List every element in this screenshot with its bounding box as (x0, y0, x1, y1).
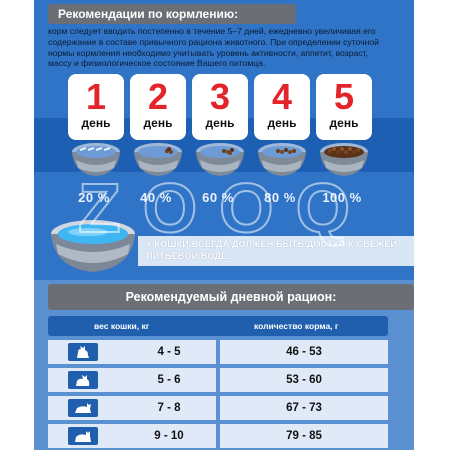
step-number: 1 (85, 76, 107, 117)
weight-cell: 4 - 5 (48, 340, 216, 364)
weight-cell: 7 - 8 (48, 396, 216, 420)
food-bowl-icon (72, 143, 120, 176)
food-bowl-icon (258, 143, 306, 176)
step-label: день (143, 116, 173, 130)
step-percent: 100 % (322, 190, 362, 205)
cat-icon (75, 403, 91, 413)
step-card-4: 4 день (254, 74, 310, 140)
food-bowl-icon (320, 143, 368, 176)
weight-value: 9 - 10 (154, 430, 184, 442)
table-header: вес кошки, кг количество корма, г (48, 316, 388, 336)
step-label: день (329, 116, 359, 130)
cat-icon (75, 431, 91, 442)
feeding-section-title: Рекомендации по кормлению: (48, 4, 296, 24)
step-card-3: 3 день (192, 74, 248, 140)
step-card-2: 2 день (130, 74, 186, 140)
step-label: день (205, 116, 235, 130)
step-percent: 20 % (78, 190, 110, 205)
cat-icon-box (68, 371, 98, 389)
step-card-1: 1 день (68, 74, 124, 140)
step-label: день (81, 116, 111, 130)
step-number: 5 (333, 76, 355, 117)
amount-value: 79 - 85 (286, 430, 322, 442)
column-header-amount: количество корма, г (254, 321, 339, 331)
cat-icon-box (68, 427, 98, 445)
amount-cell: 46 - 53 (220, 340, 388, 364)
amount-value: 46 - 53 (286, 346, 322, 358)
table-row: 4 - 5 46 - 53 (48, 340, 388, 364)
step-number: 2 (147, 76, 169, 117)
amount-value: 67 - 73 (286, 402, 322, 414)
food-bowl-icon (134, 143, 182, 176)
step-number: 4 (271, 76, 293, 117)
step-percent: 60 % (202, 190, 234, 205)
feeding-intro-text: корм следует вводить постепенно в течени… (48, 26, 379, 69)
water-note-background (138, 236, 414, 266)
amount-cell: 67 - 73 (220, 396, 388, 420)
step-card-5: 5 день (316, 74, 372, 140)
table-row: 5 - 6 53 - 60 (48, 368, 388, 392)
amount-cell: 79 - 85 (220, 424, 388, 448)
water-note: У КОШКИ ВСЕГДА ДОЛЖЕН БЫТЬ ДОСТУП К СВЕЖ… (146, 239, 398, 261)
cat-icon (77, 346, 89, 358)
table-row: 7 - 8 67 - 73 (48, 396, 388, 420)
table-row: 9 - 10 79 - 85 (48, 424, 388, 448)
amount-value: 53 - 60 (286, 374, 322, 386)
weight-cell: 5 - 6 (48, 368, 216, 392)
step-label: день (267, 116, 297, 130)
step-percent: 80 % (264, 190, 296, 205)
cat-icon (76, 375, 90, 386)
weight-value: 4 - 5 (157, 346, 181, 358)
ration-section-title: Рекомендуемый дневной рацион: (48, 284, 414, 310)
step-number: 3 (209, 76, 231, 117)
weight-value: 5 - 6 (157, 374, 181, 386)
water-bowl-icon (51, 220, 135, 272)
amount-cell: 53 - 60 (220, 368, 388, 392)
column-header-weight: вес кошки, кг (94, 321, 150, 331)
food-bowl-icon (196, 143, 244, 176)
step-percent: 40 % (140, 190, 172, 205)
weight-cell: 9 - 10 (48, 424, 216, 448)
cat-icon-box (68, 399, 98, 417)
cat-icon-box (68, 343, 98, 361)
weight-value: 7 - 8 (157, 402, 181, 414)
